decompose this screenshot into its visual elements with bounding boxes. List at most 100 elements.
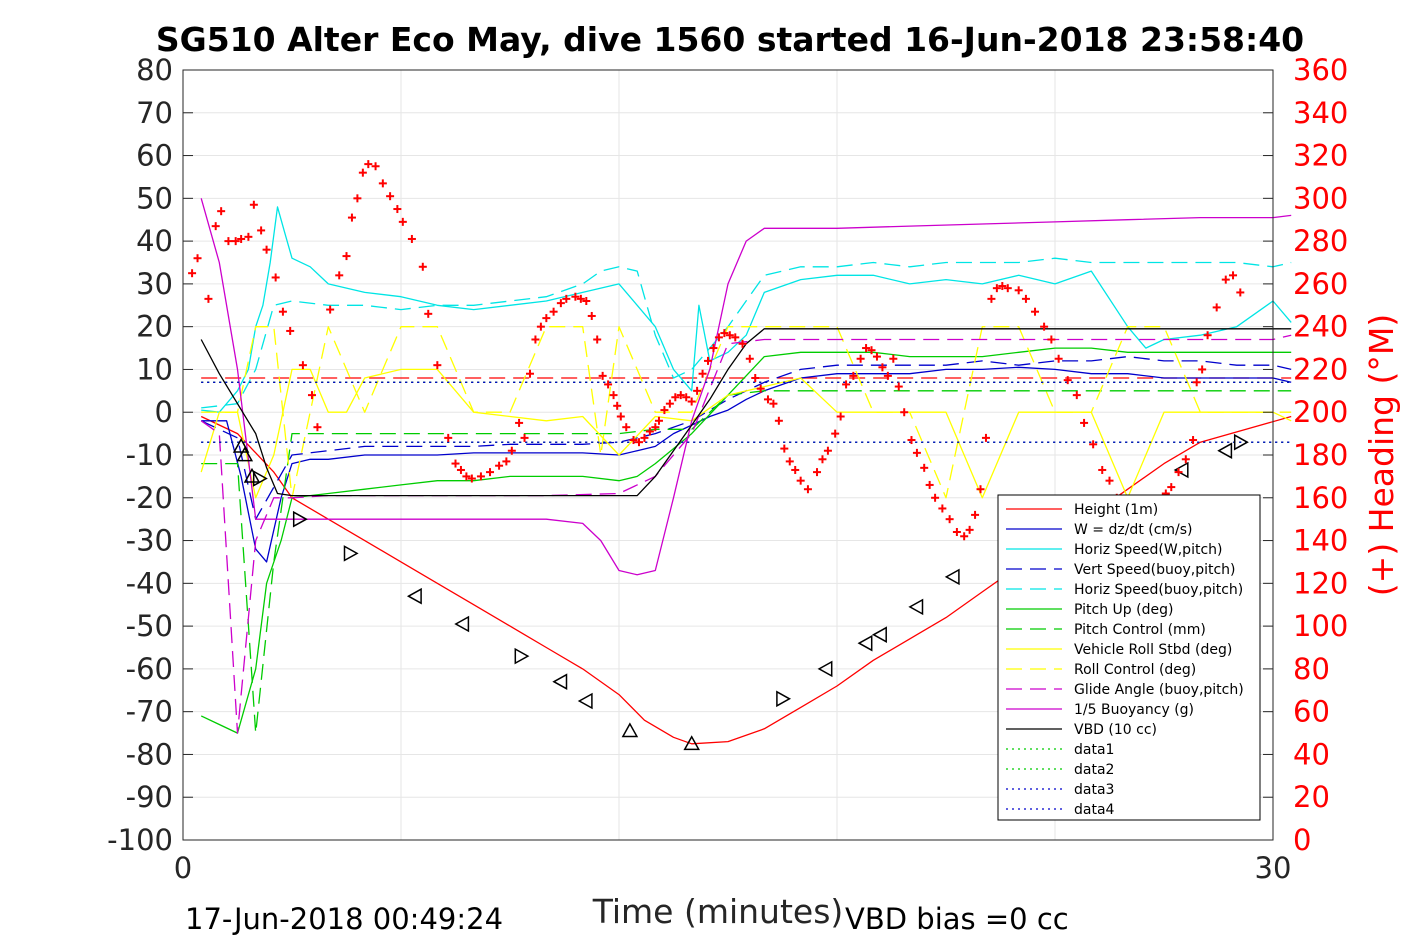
heading-point (433, 361, 442, 370)
heading-point (952, 528, 961, 536)
heading-point (704, 356, 713, 365)
heading-point (751, 374, 760, 382)
heading-point (1212, 303, 1221, 312)
legend-label: Glide Angle (buoy,pitch) (1074, 682, 1244, 698)
y-tick-label-right: 320 (1293, 139, 1348, 173)
heading-point (1203, 331, 1212, 340)
heading-point (731, 333, 740, 342)
legend-label: Vehicle Roll Stbd (deg) (1074, 642, 1232, 658)
heading-point (582, 297, 591, 305)
heading-point (257, 226, 266, 235)
heading-point (604, 380, 613, 389)
heading-point (556, 299, 565, 308)
heading-point (774, 416, 783, 425)
y-tick-label-left: 40 (136, 224, 173, 258)
heading-point (393, 205, 402, 214)
series-line-6 (200, 347, 1292, 734)
footer-vbd-bias: VBD bias =0 cc (845, 902, 1069, 936)
legend-label: VBD (10 cc) (1074, 722, 1157, 738)
legend: Height (1m) W = dz/dt (cm/s) Horiz Speed(W… (997, 494, 1261, 821)
heading-point (634, 438, 643, 447)
turn-marker (683, 735, 700, 751)
heading-point (520, 433, 529, 442)
heading-point (231, 237, 240, 246)
heading-point (418, 262, 427, 271)
heading-point (676, 391, 685, 400)
heading-point (237, 234, 246, 243)
heading-point (1192, 378, 1201, 387)
heading-point (249, 200, 258, 209)
heading-point (278, 307, 287, 316)
y-tick-label-right: 240 (1293, 310, 1348, 344)
heading-point (342, 252, 351, 261)
heading-point (476, 472, 485, 481)
heading-point (562, 294, 571, 303)
y-tick-label-left: -30 (126, 524, 173, 558)
heading-point (616, 412, 625, 421)
y-tick-label-left: -70 (126, 695, 173, 729)
y-tick-label-right: 260 (1293, 267, 1348, 301)
heading-point (889, 354, 898, 363)
heading-point (756, 384, 765, 393)
heading-point (398, 217, 407, 226)
y-tick-label-left: -90 (126, 780, 173, 814)
y-tick-label-left: 30 (136, 267, 173, 301)
turn-marker (1233, 433, 1249, 451)
heading-point (1063, 376, 1072, 385)
heading-point (938, 504, 947, 513)
legend-label: data4 (1074, 802, 1115, 818)
legend-label: Pitch Control (mm) (1074, 622, 1206, 638)
heading-point (803, 485, 812, 494)
heading-point (831, 429, 840, 438)
heading-point (976, 485, 985, 494)
legend-label: data3 (1074, 782, 1114, 798)
heading-point (244, 232, 253, 241)
y-tick-label-right: 0 (1293, 823, 1311, 857)
legend-label: Height (1m) (1074, 502, 1158, 518)
legend-label: W = dz/dt (cm/s) (1074, 522, 1193, 538)
heading-point (987, 294, 996, 303)
heading-point (188, 269, 197, 278)
turn-marker (577, 692, 593, 710)
heading-point (347, 213, 356, 222)
heading-points (188, 160, 1245, 541)
y-tick-label-left: 60 (136, 139, 173, 173)
heading-point (262, 245, 271, 254)
legend-label: Pitch Up (deg) (1074, 602, 1173, 618)
heading-point (358, 168, 367, 177)
heading-point (525, 369, 534, 378)
y-tick-label-right: 80 (1293, 652, 1330, 686)
heading-point (883, 371, 892, 380)
y-tick-label-left: -100 (107, 823, 173, 857)
heading-point (780, 444, 789, 453)
heading-point (738, 339, 747, 348)
heading-point (856, 354, 865, 363)
heading-point (1229, 271, 1238, 280)
heading-point (542, 314, 551, 323)
heading-point (862, 344, 871, 353)
turn-marker (817, 660, 833, 678)
y-ticks-right: 3603403203002802602402202001801601401201… (1263, 53, 1348, 857)
turn-marker (1217, 442, 1233, 459)
heading-point (1167, 483, 1176, 492)
heading-point (1089, 440, 1098, 449)
heading-point (900, 408, 909, 417)
legend-label: data1 (1074, 742, 1114, 758)
heading-point (920, 463, 929, 472)
heading-point (785, 457, 794, 466)
heading-point (622, 423, 631, 432)
turn-marker (406, 587, 422, 605)
y-ticks-left: 80 70 60 50 40 30 20 10 0 -10 -20 -30 -40 -50 -60 -70 -8… (107, 53, 193, 857)
heading-point (823, 446, 832, 455)
heading-point (931, 493, 940, 502)
legend-label: Roll Control (deg) (1074, 662, 1196, 678)
heading-point (313, 423, 322, 432)
turn-marker (776, 690, 792, 708)
turn-marker (343, 545, 359, 562)
heading-point (698, 369, 707, 378)
heading-point (796, 476, 805, 485)
x-axis-label: Time (minutes) (592, 892, 844, 931)
turn-marker (236, 446, 254, 462)
heading-point (1181, 455, 1190, 464)
